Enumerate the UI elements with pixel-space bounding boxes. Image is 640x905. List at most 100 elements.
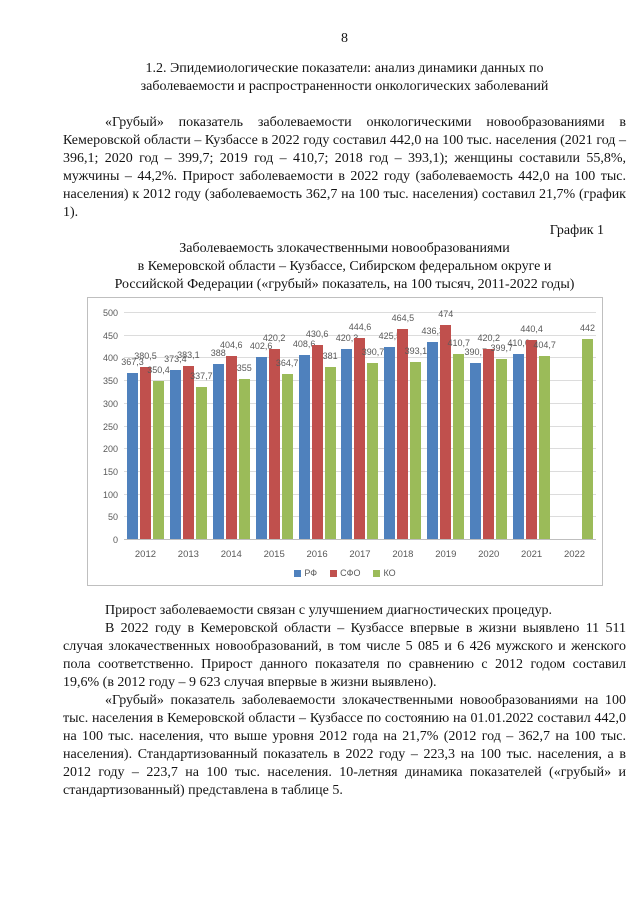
bar: 373,4 [164, 354, 187, 540]
bar: 364,7 [276, 358, 298, 540]
bar-value-label: 410,6 [507, 337, 530, 348]
bar: 337,7 [190, 371, 213, 540]
page-number: 8 [341, 31, 348, 46]
bar-group: 402,6 420,2 364,7 [250, 313, 298, 540]
y-axis-tick-label: 500 [102, 308, 118, 318]
legend-item: СФО [330, 564, 360, 582]
legend-item: КО [373, 564, 396, 582]
bar-value-label: 390,7 [361, 346, 385, 357]
bar: 408,6 [293, 339, 315, 540]
x-axis-category-label: 2020 [478, 549, 500, 560]
bar-group: 367,3 380,5 350,4 [121, 313, 170, 540]
y-axis-tick-label: 0 [112, 535, 118, 545]
bar-value-label: 404,7 [533, 340, 556, 351]
bar-value-label: 425,5 [378, 330, 402, 341]
bar: 404,6 [220, 340, 243, 540]
bar: 474 [438, 309, 453, 540]
chart-title-line-1: Заболеваемость злокачественными новообра… [179, 241, 510, 256]
bar: 442 [580, 323, 595, 540]
bar: 404,7 [533, 340, 556, 540]
bar: 388 [211, 348, 226, 540]
gridline [124, 334, 596, 336]
bar-group: 425,5 464,5 393,1 [378, 313, 427, 540]
x-axis-category-label: 2021 [521, 549, 543, 560]
bar-value-label: 364,7 [275, 358, 299, 369]
bar-value-label: 381 [322, 351, 338, 362]
x-axis-category-label: 2017 [349, 549, 371, 560]
bar-value-label: 440,4 [520, 324, 543, 335]
bar-group: 388 404,6 355 [210, 313, 253, 540]
section-heading-line-1: 1.2. Эпидемиологические показатели: анал… [145, 61, 544, 76]
bar: 420,2 [263, 333, 285, 540]
bar-value-label: 367,3 [121, 357, 144, 368]
paragraph-new-cases: В 2022 году в Кемеровской области – Кузб… [63, 621, 626, 690]
x-axis-category-label: 2015 [263, 549, 285, 560]
bar: 367,3 [121, 357, 144, 540]
bar-group: 408,6 430,6 381 [293, 313, 339, 540]
bar-value-label: 474 [438, 308, 454, 319]
legend-label: КО [383, 568, 396, 578]
bar-group: 436,3 474 410,7 [421, 309, 470, 540]
bar-value-label: 399,7 [490, 342, 513, 353]
bar-value-label: 402,6 [249, 341, 273, 352]
bar-value-label: 373,4 [164, 354, 187, 365]
bar: 383,1 [177, 350, 200, 540]
bar: 410,6 [507, 338, 530, 540]
bar: 381 [323, 351, 338, 540]
bar: 399,7 [490, 343, 513, 540]
y-axis-tick-label: 350 [102, 376, 118, 387]
y-axis-tick-label: 400 [102, 353, 118, 364]
bar-value-label: 408,6 [292, 338, 316, 349]
bar: 380,5 [134, 351, 157, 540]
bar: 420,3 [336, 333, 358, 540]
chart-category-axis: 2012 2013 2014 2015 2016 2017 2018 2019 2020 2021… [124, 546, 596, 564]
bar: 440,4 [520, 324, 543, 540]
chart-title: Заболеваемость злокачественными новообра… [63, 240, 626, 294]
bar-value-label: 420,2 [262, 333, 286, 344]
y-axis-tick-label: 50 [107, 512, 118, 523]
chart-caption: График 1 [549, 223, 604, 238]
chart-legend: РФ СФО КО [88, 564, 602, 582]
bar-value-label: 430,6 [305, 328, 329, 339]
chart-bar-groups: 367,3 380,5 350,4 373,4 383,1 337,7 388 404,6 35… [121, 309, 596, 540]
legend-swatch-icon [294, 569, 302, 577]
legend-item: РФ [294, 564, 317, 582]
bar-value-label: 380,5 [134, 351, 157, 362]
y-axis-tick-label: 200 [102, 444, 118, 455]
document-page: 8 1.2. Эпидемиологические показатели: ан… [63, 31, 626, 798]
bar-value-label: 383,1 [177, 350, 200, 361]
bar-value-label: 436,3 [421, 325, 445, 336]
x-axis-category-label: 2012 [134, 549, 157, 560]
x-axis-category-label: 2014 [220, 549, 242, 560]
bar-value-label: 393,1 [404, 345, 428, 356]
bar: 420,2 [477, 333, 500, 540]
bar-value-label: 444,6 [348, 322, 372, 333]
bar-group: 420,3 444,6 390,7 [336, 313, 385, 540]
legend-label: РФ [304, 568, 318, 578]
bar-value-label: 388 [210, 347, 226, 358]
paragraph-standardized-rate: «Грубый» показатель заболеваемости злока… [63, 693, 626, 798]
chart-title-line-2: в Кемеровской области – Кузбассе, Сибирс… [137, 259, 552, 274]
bar-value-label: 404,6 [220, 340, 243, 351]
legend-label: СФО [340, 568, 361, 578]
bar-value-label: 442 [580, 323, 596, 334]
bar: 393,1 [405, 346, 427, 540]
paragraph-incidence-overview: «Грубый» показатель заболеваемости онкол… [63, 115, 626, 220]
bar: 355 [237, 363, 252, 540]
bar-value-label: 337,7 [190, 370, 213, 381]
bar-value-label: 410,7 [447, 337, 471, 348]
bar-value-label: 355 [236, 362, 252, 373]
bar-chart: 367,3 380,5 350,4 373,4 383,1 337,7 388 404,6 35… [87, 297, 603, 586]
chart-x-axis-line [124, 539, 596, 540]
bar-value-label: 420,2 [477, 333, 500, 344]
bar: 464,5 [392, 313, 414, 540]
chart-plot-area: 367,3 380,5 350,4 373,4 383,1 337,7 388 404,6 35… [103, 308, 596, 545]
x-axis-category-label: 2019 [435, 549, 457, 560]
gridline [124, 312, 596, 313]
x-axis-category-label: 2016 [306, 549, 328, 560]
bar-value-label: 390,7 [464, 346, 487, 357]
y-axis-tick-label: 250 [102, 421, 118, 432]
bar: 402,6 [250, 341, 272, 540]
chart-title-line-3: Российской Федерации («грубый» показател… [114, 277, 575, 292]
bar-value-label: 350,4 [147, 364, 170, 375]
